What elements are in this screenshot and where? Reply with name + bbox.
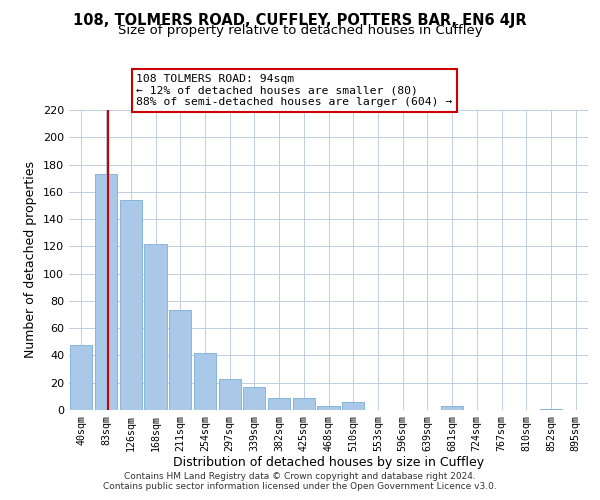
Bar: [540, 408, 562, 410]
Text: Contains public sector information licensed under the Open Government Licence v3: Contains public sector information licen…: [103, 482, 497, 491]
Bar: [243, 387, 265, 410]
Bar: [169, 310, 191, 410]
Bar: [342, 402, 364, 410]
Bar: [317, 406, 340, 410]
Bar: [119, 200, 142, 410]
X-axis label: Distribution of detached houses by size in Cuffley: Distribution of detached houses by size …: [173, 456, 484, 469]
Bar: [268, 398, 290, 410]
Bar: [194, 352, 216, 410]
Text: 108 TOLMERS ROAD: 94sqm
← 12% of detached houses are smaller (80)
88% of semi-de: 108 TOLMERS ROAD: 94sqm ← 12% of detache…: [136, 74, 453, 107]
Text: 108, TOLMERS ROAD, CUFFLEY, POTTERS BAR, EN6 4JR: 108, TOLMERS ROAD, CUFFLEY, POTTERS BAR,…: [73, 12, 527, 28]
Text: Contains HM Land Registry data © Crown copyright and database right 2024.: Contains HM Land Registry data © Crown c…: [124, 472, 476, 481]
Bar: [95, 174, 117, 410]
Bar: [441, 406, 463, 410]
Y-axis label: Number of detached properties: Number of detached properties: [25, 162, 37, 358]
Bar: [293, 398, 315, 410]
Text: Size of property relative to detached houses in Cuffley: Size of property relative to detached ho…: [118, 24, 482, 37]
Bar: [218, 378, 241, 410]
Bar: [70, 344, 92, 410]
Bar: [145, 244, 167, 410]
